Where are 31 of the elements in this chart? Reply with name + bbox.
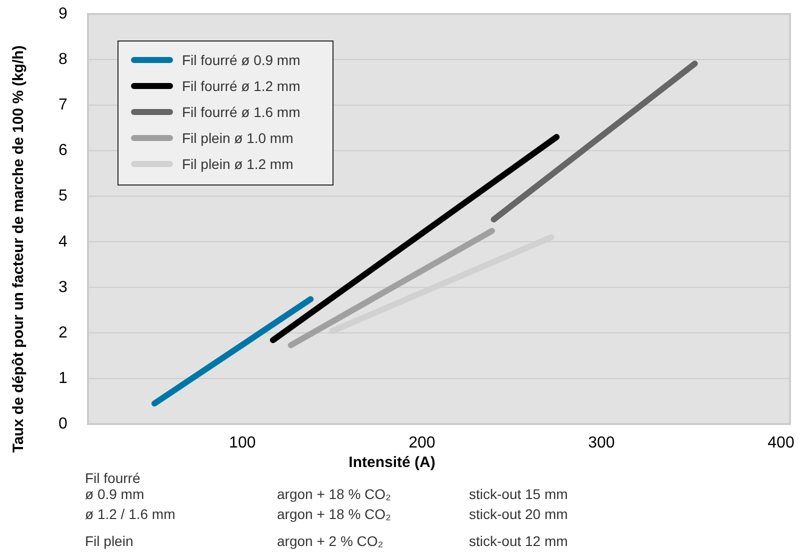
y-tick-label: 9 [58,6,68,22]
y-tick-label: 6 [58,142,68,160]
text: argon + 18 % CO₂ [277,486,391,502]
y-tick-label: 2 [58,324,68,342]
y-tick-label: 4 [58,233,68,250]
legend-label: Fil fourré ø 1.6 mm [182,104,300,120]
legend-label: Fil fourré ø 1.2 mm [182,78,300,94]
legend-label: Fil plein ø 1.2 mm [182,156,294,172]
text: argon + 2 % CO₂ [277,533,384,549]
text: ø 0.9 mm [85,486,144,502]
y-tick-label: 8 [58,51,68,68]
text: stick-out 20 mm [469,506,568,522]
x-tick-label: 400 [768,434,794,452]
x-tick-label: 300 [588,434,615,452]
text: stick-out 12 mm [469,533,568,549]
y-tick-label: 5 [58,188,68,205]
y-tick-label: 3 [58,278,68,296]
x-axis-title: Intensité (A) [348,454,436,471]
text: stick-out 15 mm [469,486,568,502]
legend-label: Fil fourré ø 0.9 mm [182,52,300,68]
y-axis-title: Taux de dépôt pour un facteur de marche de 100 % (kg/h) [10,45,27,453]
y-tick-label: 1 [58,370,68,387]
x-tick-label: 100 [229,434,256,452]
y-tick-label: 0 [58,416,68,432]
text: Fil fourré [85,470,140,486]
text: Fil plein [85,533,134,549]
legend-label: Fil plein ø 1.0 mm [182,130,294,146]
text: argon + 18 % CO₂ [277,506,391,522]
text: ø 1.2 / 1.6 mm [85,506,176,522]
y-tick-label: 7 [58,96,68,114]
x-tick-label: 200 [408,434,436,452]
